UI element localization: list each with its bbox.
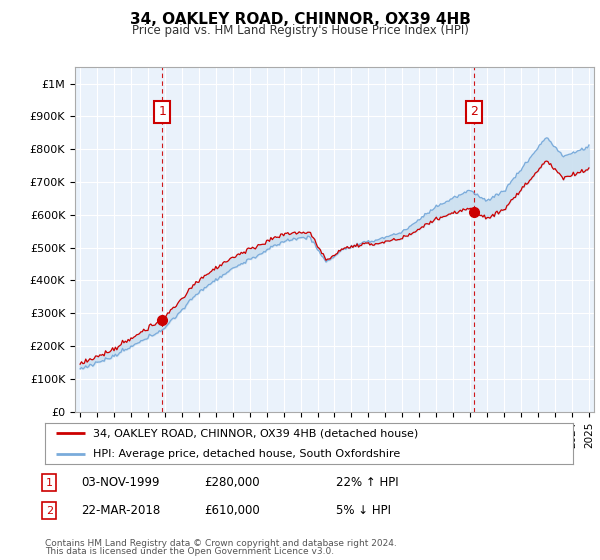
Text: 1: 1 <box>46 478 53 488</box>
Text: This data is licensed under the Open Government Licence v3.0.: This data is licensed under the Open Gov… <box>45 547 334 556</box>
Text: 34, OAKLEY ROAD, CHINNOR, OX39 4HB (detached house): 34, OAKLEY ROAD, CHINNOR, OX39 4HB (deta… <box>92 428 418 438</box>
Text: Price paid vs. HM Land Registry's House Price Index (HPI): Price paid vs. HM Land Registry's House … <box>131 24 469 37</box>
Text: £280,000: £280,000 <box>204 476 260 489</box>
Text: 2: 2 <box>470 105 478 119</box>
Text: 34, OAKLEY ROAD, CHINNOR, OX39 4HB: 34, OAKLEY ROAD, CHINNOR, OX39 4HB <box>130 12 470 27</box>
Text: HPI: Average price, detached house, South Oxfordshire: HPI: Average price, detached house, Sout… <box>92 449 400 459</box>
Text: Contains HM Land Registry data © Crown copyright and database right 2024.: Contains HM Land Registry data © Crown c… <box>45 539 397 548</box>
Text: 1: 1 <box>158 105 166 119</box>
Text: 2: 2 <box>46 506 53 516</box>
Text: 5% ↓ HPI: 5% ↓ HPI <box>336 504 391 517</box>
Text: 22% ↑ HPI: 22% ↑ HPI <box>336 476 398 489</box>
Text: 03-NOV-1999: 03-NOV-1999 <box>81 476 160 489</box>
Text: 22-MAR-2018: 22-MAR-2018 <box>81 504 160 517</box>
Text: £610,000: £610,000 <box>204 504 260 517</box>
